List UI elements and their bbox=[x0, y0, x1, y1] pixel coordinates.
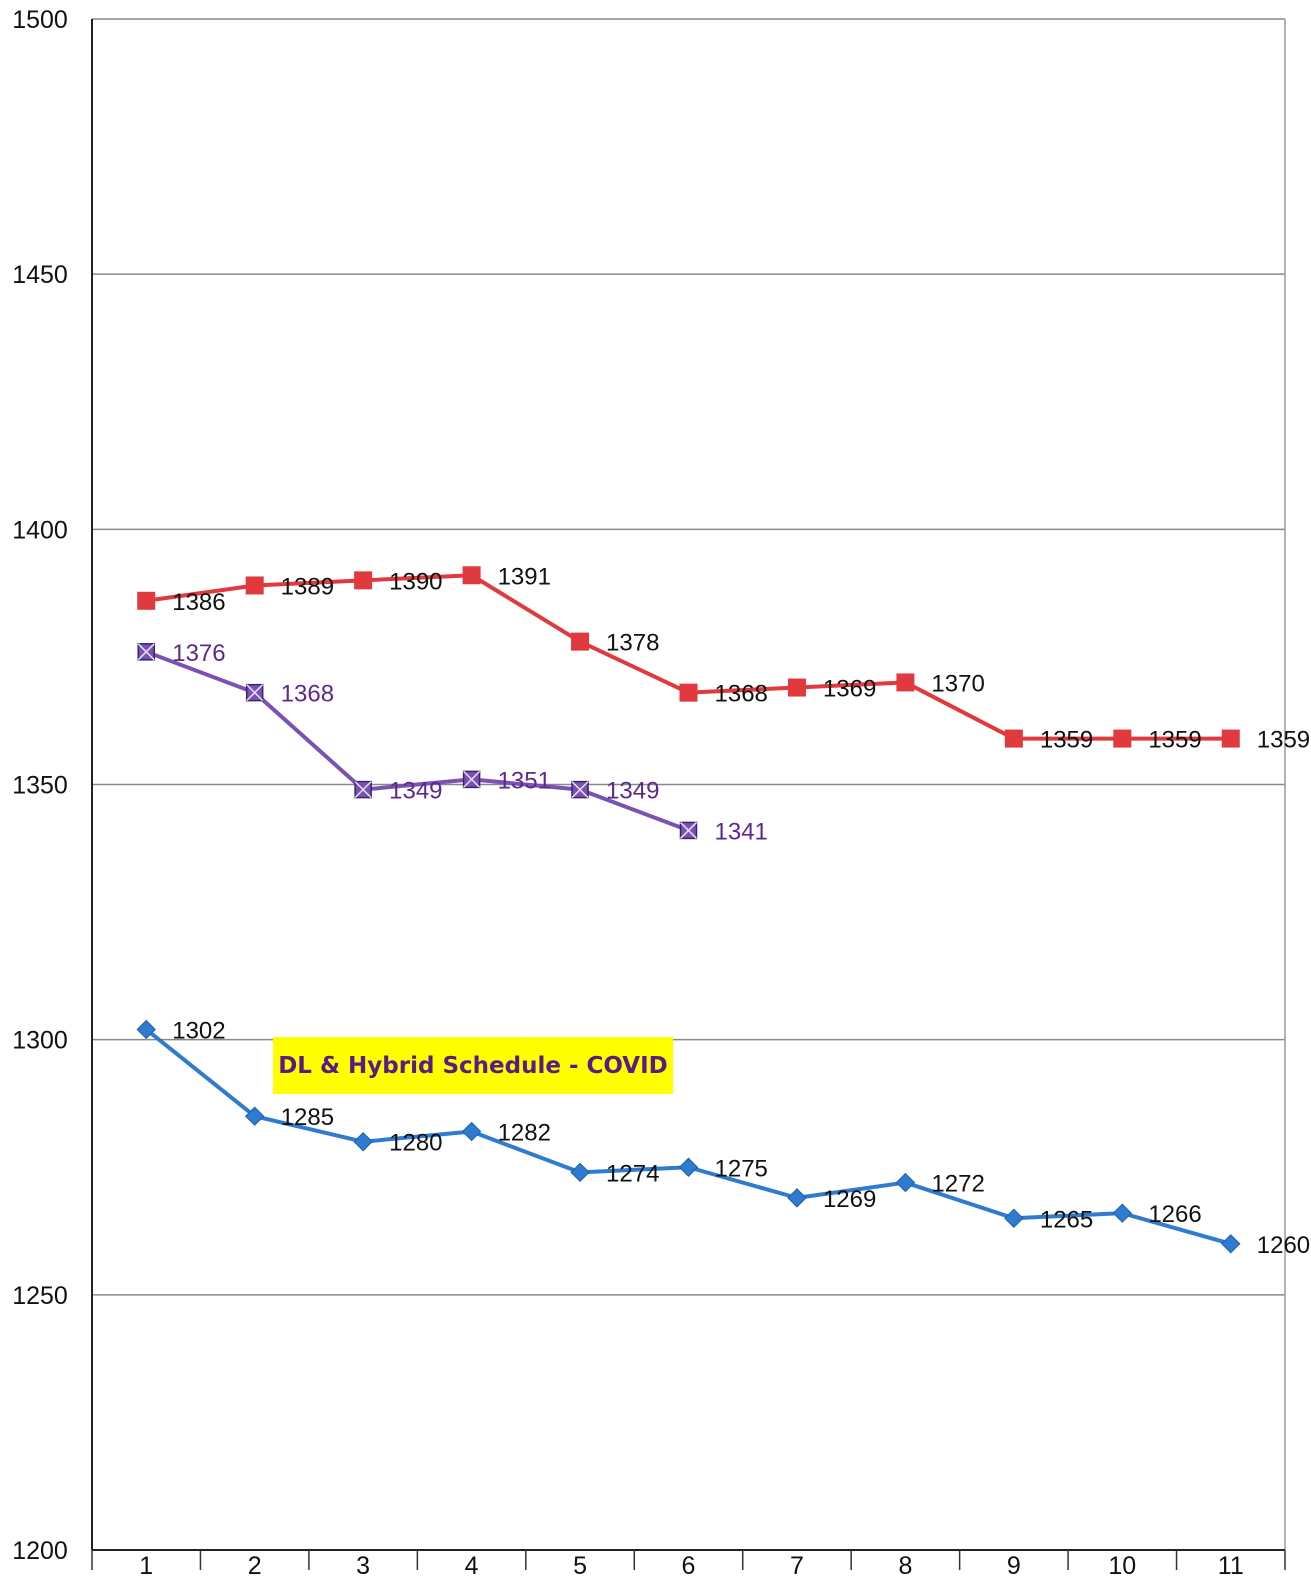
y-tick-label-5: 1250 bbox=[12, 1282, 68, 1310]
series-2-point-9 bbox=[1112, 1203, 1133, 1223]
series-2-point-6 bbox=[787, 1188, 807, 1208]
series-0-data-label-0: 1386 bbox=[172, 589, 225, 616]
series-2-point-4 bbox=[570, 1162, 590, 1183]
series-1-data-label-4: 1349 bbox=[606, 778, 659, 805]
series-1-line bbox=[145, 649, 690, 833]
series-1-data-label-2: 1349 bbox=[389, 778, 442, 805]
series-1-point-5 bbox=[679, 821, 698, 840]
x-tick-label-3: 4 bbox=[465, 1552, 479, 1580]
x-tick-label-4: 5 bbox=[573, 1552, 587, 1580]
series-group: 1386 1389 1390 1391 1378 1368 1369 1370 1359 1359… bbox=[136, 563, 1310, 1259]
series-0-point-1 bbox=[245, 576, 264, 595]
series-0-data-label-8: 1359 bbox=[1040, 727, 1093, 754]
series-1-point-0-cross-b bbox=[137, 643, 155, 661]
series-2: 1302 1285 1280 1282 1274 1275 1269 1272 1265 1266… bbox=[136, 1017, 1310, 1259]
series-1-data-label-0: 1376 bbox=[172, 640, 225, 667]
series-2-data-label-10: 1260 bbox=[1257, 1232, 1310, 1259]
series-0-point-2 bbox=[354, 571, 373, 590]
series-1-point-1-cross-b bbox=[246, 684, 264, 702]
series-2-data-label-1: 1285 bbox=[281, 1104, 334, 1131]
y-tick-label-4: 1300 bbox=[12, 1027, 68, 1055]
x-tick-label-5: 6 bbox=[682, 1552, 696, 1580]
series-1: 1376 1368 1349 1351 1349 1341 bbox=[137, 640, 768, 845]
series-1-point-2-cross-b bbox=[354, 781, 372, 799]
series-2-point-2 bbox=[353, 1132, 373, 1152]
series-2-data-label-9: 1266 bbox=[1148, 1201, 1201, 1228]
series-1-point-2 bbox=[354, 780, 372, 799]
series-0-point-10 bbox=[1221, 729, 1240, 748]
y-tick-label-3: 1350 bbox=[12, 772, 68, 800]
series-0-data-label-9: 1359 bbox=[1148, 727, 1201, 754]
series-0-data-label-5: 1368 bbox=[715, 681, 768, 708]
series-0-data-label-4: 1378 bbox=[606, 630, 659, 657]
series-1-data-label-3: 1351 bbox=[498, 767, 551, 794]
y-tick-labels: 1500 1450 1400 1350 1300 1250 1200 bbox=[12, 6, 68, 1565]
series-0: 1386 1389 1390 1391 1378 1368 1369 1370 1359 1359… bbox=[137, 563, 1310, 754]
series-2-data-label-5: 1275 bbox=[715, 1155, 768, 1182]
x-tick-label-9: 10 bbox=[1108, 1552, 1136, 1580]
series-0-data-label-1: 1389 bbox=[281, 573, 334, 600]
x-tick-label-2: 3 bbox=[356, 1552, 370, 1580]
series-2-data-label-7: 1272 bbox=[931, 1171, 984, 1198]
series-2-point-7 bbox=[895, 1172, 916, 1193]
annotation-text: DL & Hybrid Schedule - COVID bbox=[278, 1052, 668, 1079]
series-1-point-4 bbox=[571, 780, 589, 799]
series-0-data-label-7: 1370 bbox=[931, 670, 984, 697]
series-1-point-3 bbox=[462, 770, 481, 789]
series-0-data-label-10: 1359 bbox=[1257, 727, 1310, 754]
series-1-point-4-cross-b bbox=[571, 781, 589, 799]
y-tick-label-6: 1200 bbox=[12, 1537, 68, 1565]
series-0-data-label-3: 1391 bbox=[498, 563, 551, 590]
x-tick-label-7: 8 bbox=[898, 1552, 912, 1580]
x-tick-label-10: 11 bbox=[1218, 1552, 1244, 1580]
series-0-point-8 bbox=[1004, 729, 1023, 748]
series-0-data-label-2: 1390 bbox=[389, 568, 442, 595]
series-2-data-label-4: 1274 bbox=[606, 1160, 659, 1187]
x-tick-label-6: 7 bbox=[790, 1552, 804, 1580]
y-tick-label-2: 1400 bbox=[12, 516, 68, 544]
x-tick-label-1: 2 bbox=[248, 1552, 262, 1580]
series-0-point-0 bbox=[137, 591, 156, 610]
series-2-point-1 bbox=[244, 1106, 265, 1126]
series-1-point-3-cross-b bbox=[463, 770, 481, 788]
series-0-point-7 bbox=[896, 673, 915, 692]
series-2-point-5 bbox=[678, 1157, 699, 1177]
annotation-box: DL & Hybrid Schedule - COVID bbox=[273, 1037, 673, 1094]
x-tick-labels: 1 2 3 4 5 6 7 8 9 10 11 bbox=[139, 1552, 1243, 1580]
series-2-point-3 bbox=[461, 1121, 482, 1142]
y-tick-label-0: 1500 bbox=[12, 6, 68, 34]
series-1-data-label-5: 1341 bbox=[715, 818, 768, 845]
series-0-point-9 bbox=[1113, 729, 1132, 748]
series-2-point-10 bbox=[1221, 1234, 1241, 1254]
series-2-point-8 bbox=[1004, 1208, 1024, 1228]
series-2-point-0 bbox=[136, 1019, 156, 1040]
x-tick-label-0: 1 bbox=[139, 1552, 153, 1580]
series-2-data-label-0: 1302 bbox=[172, 1017, 225, 1044]
series-2-data-label-8: 1265 bbox=[1040, 1206, 1093, 1233]
series-0-point-5 bbox=[679, 683, 698, 702]
series-0-point-3 bbox=[462, 566, 481, 585]
y-tick-label-1: 1450 bbox=[12, 261, 68, 289]
series-2-data-label-3: 1282 bbox=[498, 1120, 551, 1147]
series-1-point-5-cross-b bbox=[679, 821, 698, 839]
series-0-point-6 bbox=[787, 678, 806, 697]
x-tick-label-8: 9 bbox=[1007, 1552, 1021, 1580]
series-0-point-4 bbox=[571, 632, 590, 651]
grid-lines bbox=[92, 18, 1285, 1551]
series-2-data-label-6: 1269 bbox=[823, 1186, 876, 1213]
series-0-data-label-6: 1369 bbox=[823, 676, 876, 703]
series-1-point-0 bbox=[137, 643, 155, 661]
series-1-data-label-1: 1368 bbox=[281, 681, 334, 708]
series-1-point-1 bbox=[245, 683, 264, 702]
series-2-data-label-2: 1280 bbox=[389, 1130, 442, 1157]
axes bbox=[91, 19, 1286, 1570]
